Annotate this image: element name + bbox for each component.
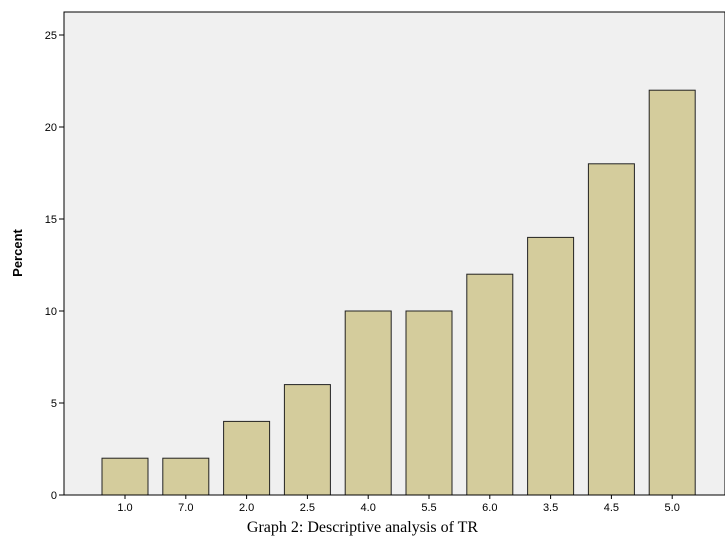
x-tick-label: 7.0 bbox=[178, 502, 193, 514]
bar-1.0 bbox=[101, 457, 149, 496]
y-tick-label: 25 bbox=[45, 30, 57, 42]
x-tick-label: 4.0 bbox=[361, 502, 376, 514]
x-tick-label: 4.5 bbox=[604, 502, 619, 514]
x-tick-label: 6.0 bbox=[482, 502, 497, 514]
x-tick-label: 2.0 bbox=[239, 502, 254, 514]
bar-2.5 bbox=[283, 384, 331, 496]
x-tick-label: 5.5 bbox=[421, 502, 436, 514]
x-tick-label: 2.5 bbox=[300, 502, 315, 514]
bar-5.0 bbox=[648, 89, 696, 496]
x-tick-label: 3.5 bbox=[543, 502, 558, 514]
bar-2.0 bbox=[223, 420, 271, 496]
bar-7.0 bbox=[162, 457, 210, 496]
x-tick-label: 1.0 bbox=[117, 502, 132, 514]
y-tick-label: 15 bbox=[45, 214, 57, 226]
y-axis-ticks: 0 5 10 15 20 25 bbox=[45, 30, 64, 502]
y-axis-title: Percent bbox=[10, 228, 25, 276]
y-tick-label: 5 bbox=[51, 398, 57, 410]
x-tick-label: 5.0 bbox=[665, 502, 680, 514]
y-tick-label: 0 bbox=[51, 490, 57, 502]
x-axis-ticks: 1.0 7.0 2.0 2.5 4.0 5.5 6.0 3.5 4.5 5.0 bbox=[117, 495, 680, 514]
bar-3.5 bbox=[527, 236, 575, 496]
y-tick-label: 20 bbox=[45, 122, 57, 134]
bar-4.0 bbox=[344, 310, 392, 496]
bar-4.5 bbox=[587, 163, 635, 496]
y-tick-label: 10 bbox=[45, 306, 57, 318]
bar-chart: 0 5 10 15 20 25 1.0 7.0 2.0 2.5 4.0 5.5 6.0 3.5 4.5 5.… bbox=[10, 11, 725, 514]
bars-group bbox=[101, 89, 696, 496]
figure-caption: Graph 2: Descriptive analysis of TR bbox=[246, 519, 479, 536]
bar-5.5 bbox=[405, 310, 453, 496]
bar-6.0 bbox=[466, 273, 514, 496]
